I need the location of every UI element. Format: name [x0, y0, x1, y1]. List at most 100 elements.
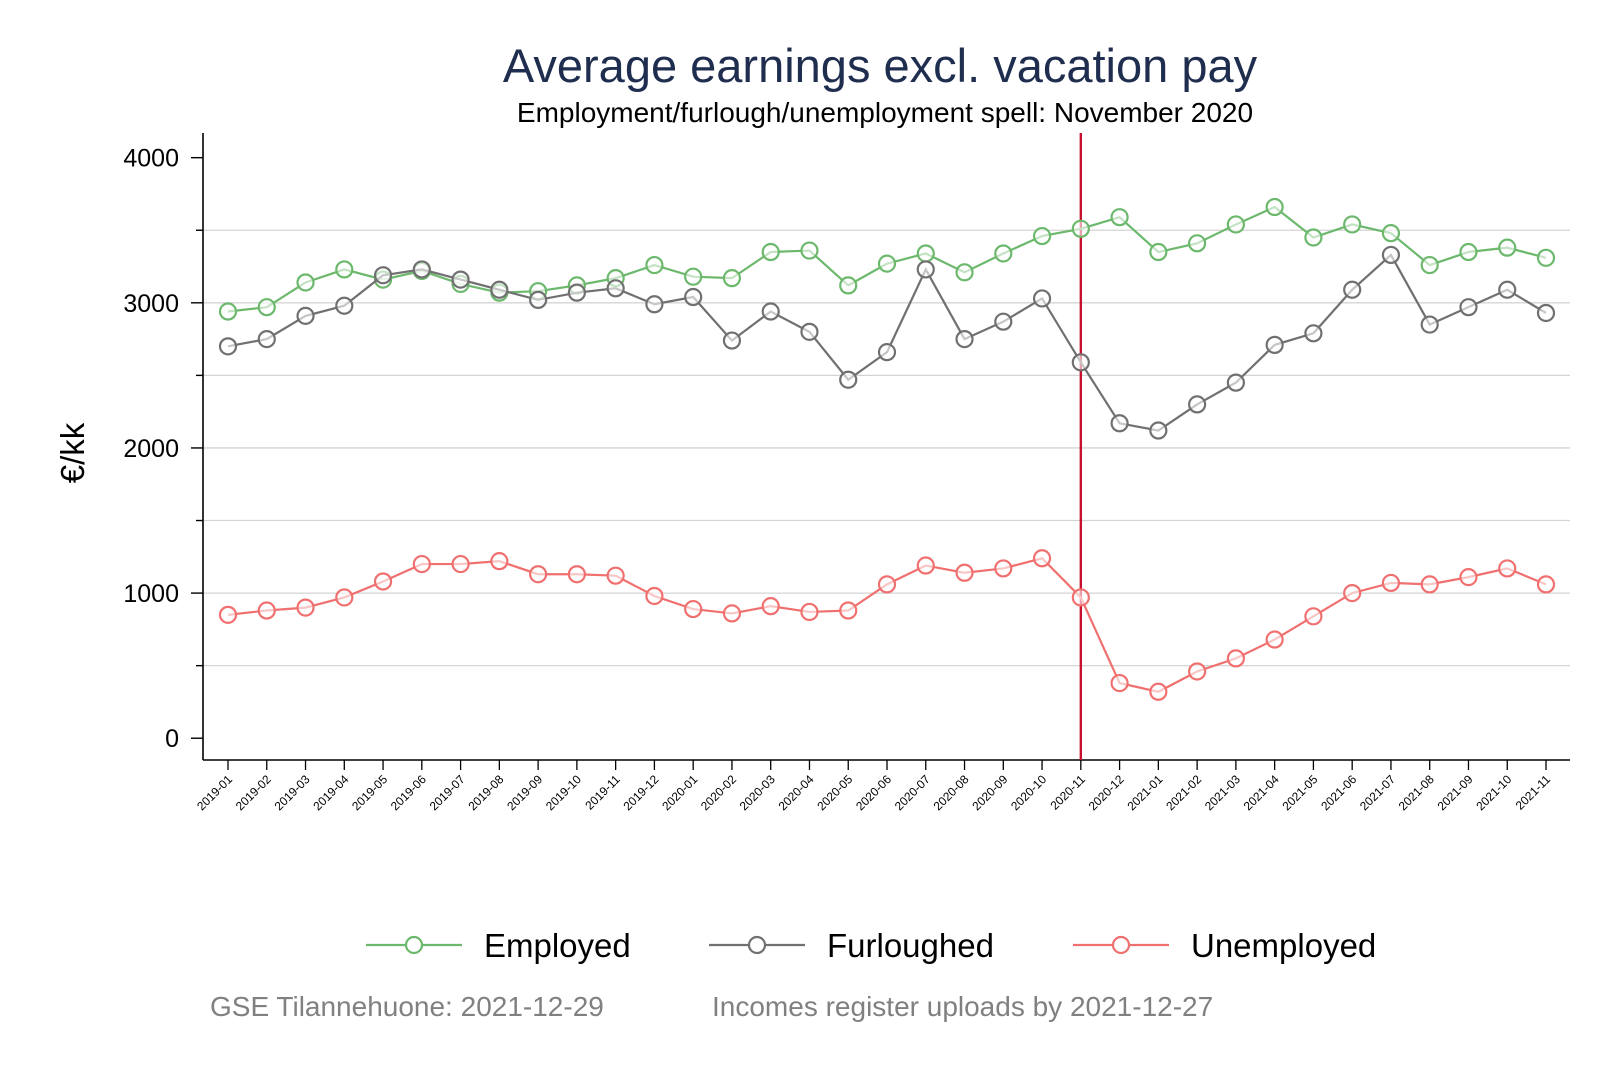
legend: Employed Furloughed Unemployed: [366, 927, 1376, 964]
data-point-unemployed: [451, 554, 470, 574]
chart-title: Average earnings excl. vacation pay: [503, 39, 1258, 92]
data-point-employed: [1071, 219, 1090, 238]
x-tick-label: 2021-03: [1202, 772, 1243, 813]
data-point-furloughed: [994, 312, 1013, 331]
data-point-employed: [684, 267, 703, 286]
data-point-employed: [1343, 215, 1362, 234]
data-point-employed: [955, 263, 974, 282]
legend-label-furloughed: Furloughed: [827, 927, 994, 964]
data-point-furloughed: [1498, 280, 1517, 299]
data-point-furloughed: [1536, 303, 1556, 323]
data-point-unemployed: [1226, 649, 1245, 668]
data-point-unemployed: [335, 588, 354, 607]
data-point-unemployed: [800, 602, 819, 622]
data-point-unemployed: [1032, 549, 1052, 568]
data-point-unemployed: [684, 599, 703, 619]
data-point-employed: [1188, 234, 1207, 253]
data-point-furloughed: [606, 279, 625, 298]
x-tick-label: 2019-10: [543, 772, 584, 813]
data-point-employed: [1459, 242, 1478, 262]
x-tick-label: 2019-03: [272, 772, 313, 813]
x-tick-label: 2020-05: [814, 772, 855, 813]
x-tick-label: 2021-04: [1241, 772, 1282, 813]
data-point-unemployed: [645, 586, 664, 606]
x-tick-label: 2020-02: [698, 772, 739, 813]
data-point-furloughed: [1420, 315, 1439, 334]
x-tick-label: 2021-06: [1318, 772, 1359, 813]
x-tick-label: 2019-07: [427, 772, 468, 813]
data-point-unemployed: [373, 572, 393, 591]
x-tick-label: 2019-05: [349, 772, 390, 813]
y-tick-label: 1000: [123, 580, 179, 608]
data-point-unemployed: [1420, 575, 1439, 594]
gridlines: [203, 229, 1570, 667]
x-tick-label: 2020-09: [969, 772, 1010, 813]
data-point-furloughed: [373, 266, 393, 285]
data-point-furloughed: [490, 280, 509, 299]
data-point-employed: [722, 269, 742, 288]
x-tick-label: 2019-06: [388, 772, 429, 813]
data-point-unemployed: [1498, 559, 1517, 578]
series-line-furloughed: [227, 253, 1547, 432]
data-point-furloughed: [916, 260, 935, 279]
data-point-furloughed: [257, 329, 276, 349]
data-point-employed: [1381, 224, 1401, 243]
data-point-employed: [761, 242, 780, 262]
legend-label-employed: Employed: [484, 927, 631, 964]
x-tick-label: 2021-09: [1435, 772, 1476, 813]
data-point-unemployed: [1265, 630, 1284, 649]
data-point-unemployed: [994, 559, 1013, 578]
data-point-furloughed: [645, 295, 664, 314]
data-point-unemployed: [722, 604, 742, 623]
data-point-employed: [1304, 228, 1323, 247]
data-point-employed: [218, 302, 238, 321]
data-point-employed: [839, 276, 858, 295]
legend-marker-employed: [404, 935, 424, 955]
data-point-employed: [1420, 255, 1439, 275]
data-point-furloughed: [567, 283, 586, 302]
data-point-furloughed: [1149, 421, 1168, 440]
data-point-unemployed: [761, 597, 780, 616]
data-point-unemployed: [490, 552, 509, 571]
data-point-employed: [1498, 238, 1517, 257]
data-point-employed: [1536, 248, 1556, 267]
data-point-unemployed: [296, 598, 315, 617]
series-group: [218, 197, 1556, 701]
data-point-furloughed: [296, 306, 315, 325]
data-point-unemployed: [1071, 588, 1090, 607]
data-point-furloughed: [1071, 353, 1090, 372]
x-tick-label: 2020-06: [853, 772, 894, 813]
data-point-furloughed: [218, 337, 238, 356]
data-point-employed: [1032, 226, 1052, 246]
legend-label-unemployed: Unemployed: [1191, 927, 1376, 964]
data-point-unemployed: [606, 566, 625, 585]
data-point-employed: [994, 244, 1013, 263]
y-tick-label: 4000: [123, 145, 179, 173]
x-tick-label: 2021-02: [1163, 772, 1204, 813]
data-point-furloughed: [1381, 245, 1401, 265]
footer-right: Incomes register uploads by 2021-12-27: [712, 991, 1213, 1022]
data-point-furloughed: [877, 343, 897, 362]
x-tick-label: 2021-08: [1396, 772, 1437, 813]
data-point-employed: [335, 260, 354, 279]
data-point-furloughed: [451, 270, 470, 289]
data-point-employed: [877, 254, 897, 273]
data-point-unemployed: [257, 601, 276, 620]
data-point-furloughed: [1265, 335, 1284, 355]
x-tick-label: 2021-01: [1124, 772, 1165, 813]
y-ticks: 0 1000 2000 3000 4000: [123, 145, 203, 753]
data-point-unemployed: [218, 605, 238, 624]
data-point-unemployed: [1536, 575, 1556, 594]
y-tick-label: 2000: [123, 435, 179, 463]
x-tick-label: 2020-12: [1086, 772, 1127, 813]
x-tick-label: 2020-03: [737, 772, 778, 813]
data-point-unemployed: [916, 556, 935, 575]
data-point-furloughed: [335, 296, 354, 315]
x-tick-label: 2021-07: [1357, 772, 1398, 813]
x-tick-label: 2020-07: [892, 772, 933, 813]
data-point-furloughed: [412, 260, 431, 279]
y-tick-label: 3000: [123, 290, 179, 318]
data-point-employed: [916, 244, 935, 263]
data-point-unemployed: [567, 565, 586, 584]
y-axis-label: €/kk: [54, 422, 91, 483]
